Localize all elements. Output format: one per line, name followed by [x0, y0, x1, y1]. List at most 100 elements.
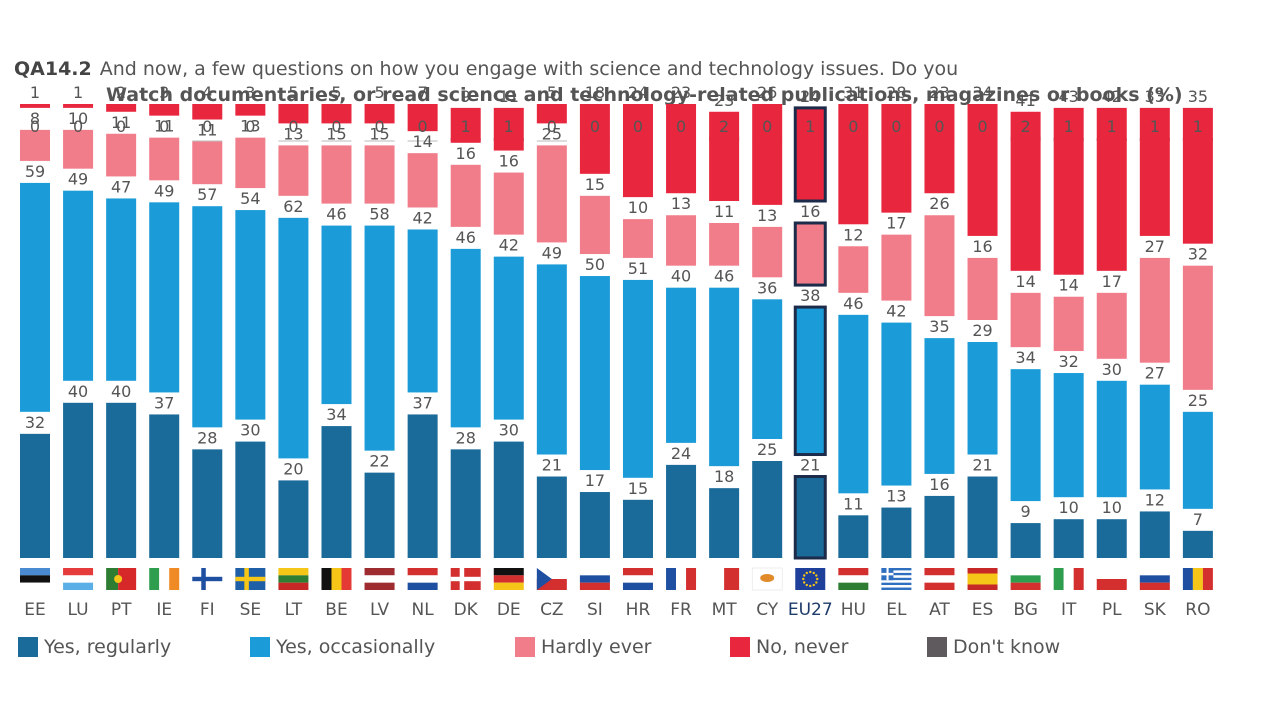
legend-label: No, never: [756, 636, 849, 658]
bar-hardly-at: [924, 215, 955, 317]
label-dontknow-ie: 0: [159, 117, 169, 136]
bar-regularly-bg: [1010, 523, 1041, 558]
label-never-fi: 4: [202, 83, 212, 102]
label-hardly-bg: 14: [1015, 272, 1035, 291]
bar-regularly-si: [579, 492, 610, 558]
bar-regularly-be: [321, 426, 352, 558]
bar-never-el: [881, 104, 912, 213]
bar-hardly-be: [321, 145, 352, 204]
bar-occasionally-hr: [622, 279, 653, 478]
question-text: And now, a few questions on how you enga…: [99, 58, 959, 80]
bar-never-mt: [709, 111, 740, 201]
category-label-cy: CY: [756, 600, 779, 620]
bar-regularly-cy: [752, 461, 783, 558]
category-label-es: ES: [972, 600, 994, 620]
category-label-hr: HR: [626, 600, 651, 620]
flag-pl-icon: [1096, 568, 1127, 590]
label-never-pl: 42: [1102, 87, 1122, 106]
bar-group-lu: [63, 104, 94, 590]
bar-hardly-cy: [752, 226, 783, 278]
bar-regularly-hr: [622, 499, 653, 558]
flag-cy-icon: [751, 567, 783, 591]
bar-never-pt: [106, 104, 137, 112]
label-regularly-cz: 21: [542, 456, 562, 475]
flag-pt-icon: [106, 568, 137, 590]
label-never-hr: 24: [628, 83, 648, 102]
bar-hardly-it: [1053, 296, 1084, 352]
label-regularly-ee: 32: [25, 413, 45, 432]
label-regularly-fr: 24: [671, 444, 691, 463]
bar-hardly-se: [235, 137, 266, 189]
label-regularly-pt: 40: [111, 382, 131, 401]
bar-group-sk: [1139, 107, 1170, 590]
label-never-hu: 31: [843, 83, 863, 102]
flag-fi-icon: [192, 568, 223, 590]
bar-group-se: [235, 104, 266, 590]
label-never-eu27: 24: [800, 87, 820, 106]
label-hardly-si: 15: [585, 175, 605, 194]
legend-item-regularly: Yes, regularly: [18, 636, 171, 658]
bar-never-cz: [536, 104, 567, 124]
label-never-si: 18: [585, 83, 605, 102]
bar-never-ie: [149, 104, 180, 116]
label-regularly-at: 16: [929, 475, 949, 494]
label-regularly-lv: 22: [369, 452, 389, 471]
label-never-dk: 9: [461, 87, 471, 106]
label-occasionally-be: 46: [326, 205, 346, 224]
flag-ie-icon: [149, 568, 180, 590]
bar-never-bg: [1010, 111, 1041, 271]
label-dontknow-es: 0: [977, 117, 987, 136]
bar-hardly-ie: [149, 137, 180, 181]
bar-never-sk: [1139, 107, 1170, 236]
label-occasionally-el: 42: [886, 302, 906, 321]
chart-title-line2: Watch documentaries, or read science and…: [106, 84, 1183, 106]
label-regularly-es: 21: [972, 456, 992, 475]
bar-group-lv: [364, 104, 395, 590]
flag-se-icon: [235, 568, 266, 590]
category-label-ro: RO: [1185, 600, 1210, 620]
bar-regularly-ro: [1182, 530, 1213, 558]
label-occasionally-lv: 58: [369, 205, 389, 224]
label-dontknow-hu: 0: [848, 117, 858, 136]
flag-ro-icon: [1182, 568, 1213, 590]
flag-eu27-icon: [795, 568, 826, 590]
label-hardly-ro: 32: [1188, 245, 1208, 264]
bar-regularly-lv: [364, 472, 395, 558]
bar-occasionally-bg: [1010, 369, 1041, 502]
label-never-sk: 33: [1145, 87, 1165, 106]
bar-never-hr: [622, 104, 653, 198]
legend-item-hardly-ever: Hardly ever: [515, 636, 651, 658]
legend-swatch: [730, 637, 750, 657]
bar-occasionally-fr: [666, 287, 697, 443]
label-never-mt: 23: [714, 91, 734, 110]
label-hardly-eu27: 16: [800, 202, 820, 221]
flag-nl-icon: [407, 568, 438, 590]
bar-regularly-fi: [192, 449, 223, 558]
label-hardly-cz: 25: [542, 124, 562, 143]
chart-title-line1: QA14.2 And now, a few questions on how yo…: [14, 56, 1264, 82]
label-occasionally-si: 50: [585, 255, 605, 274]
label-never-ro: 35: [1188, 87, 1208, 106]
bar-occasionally-el: [881, 322, 912, 486]
label-occasionally-lu: 49: [68, 170, 88, 189]
label-never-at: 23: [929, 83, 949, 102]
bar-group-es: [967, 104, 998, 590]
bar-group-de: [493, 107, 524, 590]
category-label-fi: FI: [200, 600, 215, 620]
label-never-bg: 41: [1015, 91, 1035, 110]
bar-hardly-el: [881, 234, 912, 301]
chart-title-block: QA14.2 And now, a few questions on how yo…: [14, 56, 1264, 108]
category-label-cz: CZ: [540, 600, 564, 620]
legend-label: Yes, occasionally: [276, 636, 436, 658]
bar-group-it: [1053, 107, 1084, 590]
label-dontknow-lv: 0: [374, 117, 384, 136]
label-dontknow-at: 0: [934, 117, 944, 136]
bar-occasionally-si: [579, 276, 610, 471]
label-occasionally-pt: 47: [111, 177, 131, 196]
label-hardly-fr: 13: [671, 194, 691, 213]
label-regularly-be: 34: [326, 405, 346, 424]
label-dontknow-fr: 0: [676, 117, 686, 136]
bar-never-lt: [278, 104, 309, 124]
bar-group-fr: [666, 104, 697, 590]
